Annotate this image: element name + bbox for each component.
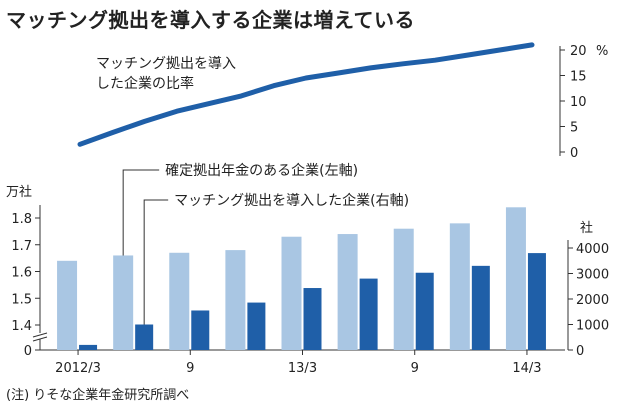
legend-item-dc: 確定拠出年金のある企業(左軸) (165, 162, 358, 179)
x-tick-label: 2012/3 (55, 361, 101, 376)
ratio-line (77, 42, 535, 147)
line-series-label: マッチング拠出を導入 (96, 56, 236, 72)
bar-chart: 2012/3 9 13/3 9 14/3 万社 0 1.4 1.5 1.6 1.7 1.8 社 0 1000… (6, 162, 609, 376)
bar-dc-companies (57, 260, 78, 350)
bar-dc-companies (113, 255, 134, 350)
left-axis-tick-label: 1.6 (11, 266, 32, 281)
footnote: (注) りそな企業年金研究所調べ (6, 388, 190, 403)
bar-dc-companies (505, 207, 526, 350)
line-axis-unit: % (596, 44, 608, 59)
bar-matching-companies (303, 288, 322, 350)
bar-dc-companies (281, 236, 302, 350)
left-axis-tick-label: 1.8 (11, 212, 32, 227)
left-axis-tick-label: 1.7 (11, 239, 32, 254)
legend-leader (143, 199, 169, 325)
bar-matching-companies (415, 272, 434, 350)
right-axis-unit: 社 (580, 220, 593, 236)
left-axis-tick-label: 0 (24, 344, 32, 359)
right-axis-tick-label: 3000 (576, 268, 609, 283)
bar-matching-companies (527, 253, 546, 350)
bar-dc-companies (169, 252, 190, 350)
bar-dc-companies (337, 234, 358, 350)
bar-matching-companies (471, 265, 490, 350)
left-axis-tick-label: 1.4 (11, 319, 32, 334)
left-axis-unit: 万社 (6, 184, 32, 200)
x-tick-label: 14/3 (512, 361, 541, 376)
line-axis-tick-label: 10 (570, 95, 587, 110)
axis-break-mark (32, 336, 48, 342)
x-tick-label: 9 (186, 361, 194, 376)
x-tick-label: 9 (411, 361, 419, 376)
bar-matching-companies (247, 302, 266, 350)
axis-break-gap (32, 333, 48, 339)
bar-matching-companies (191, 310, 210, 350)
bar-dc-companies (225, 250, 246, 350)
right-axis-tick-label: 4000 (576, 242, 609, 257)
legend-item-matching: マッチング拠出を導入した企業(右軸) (174, 192, 409, 209)
bar-dc-companies (449, 223, 470, 350)
right-axis-tick-label: 1000 (576, 319, 609, 334)
bar-dc-companies (393, 228, 414, 350)
line-series-label: した企業の比率 (96, 75, 194, 92)
legend-leader (122, 169, 160, 256)
line-axis-tick-label: 5 (570, 121, 578, 136)
bar-matching-companies (135, 324, 154, 350)
page-title: マッチング拠出を導入する企業は増えている (6, 8, 415, 32)
line-axis-tick-label: 0 (570, 146, 578, 161)
line-axis-tick-label: 20 (570, 44, 587, 59)
bar-matching-companies (79, 344, 98, 350)
line-axis-tick-label: 15 (570, 70, 587, 85)
bar-matching-companies (359, 278, 378, 350)
x-tick-label: 13/3 (288, 361, 317, 376)
right-axis-tick-label: 2000 (576, 293, 609, 308)
axis-break-mark (32, 332, 48, 338)
left-axis-tick-label: 1.5 (11, 292, 32, 307)
right-axis-tick-label: 0 (576, 344, 584, 359)
